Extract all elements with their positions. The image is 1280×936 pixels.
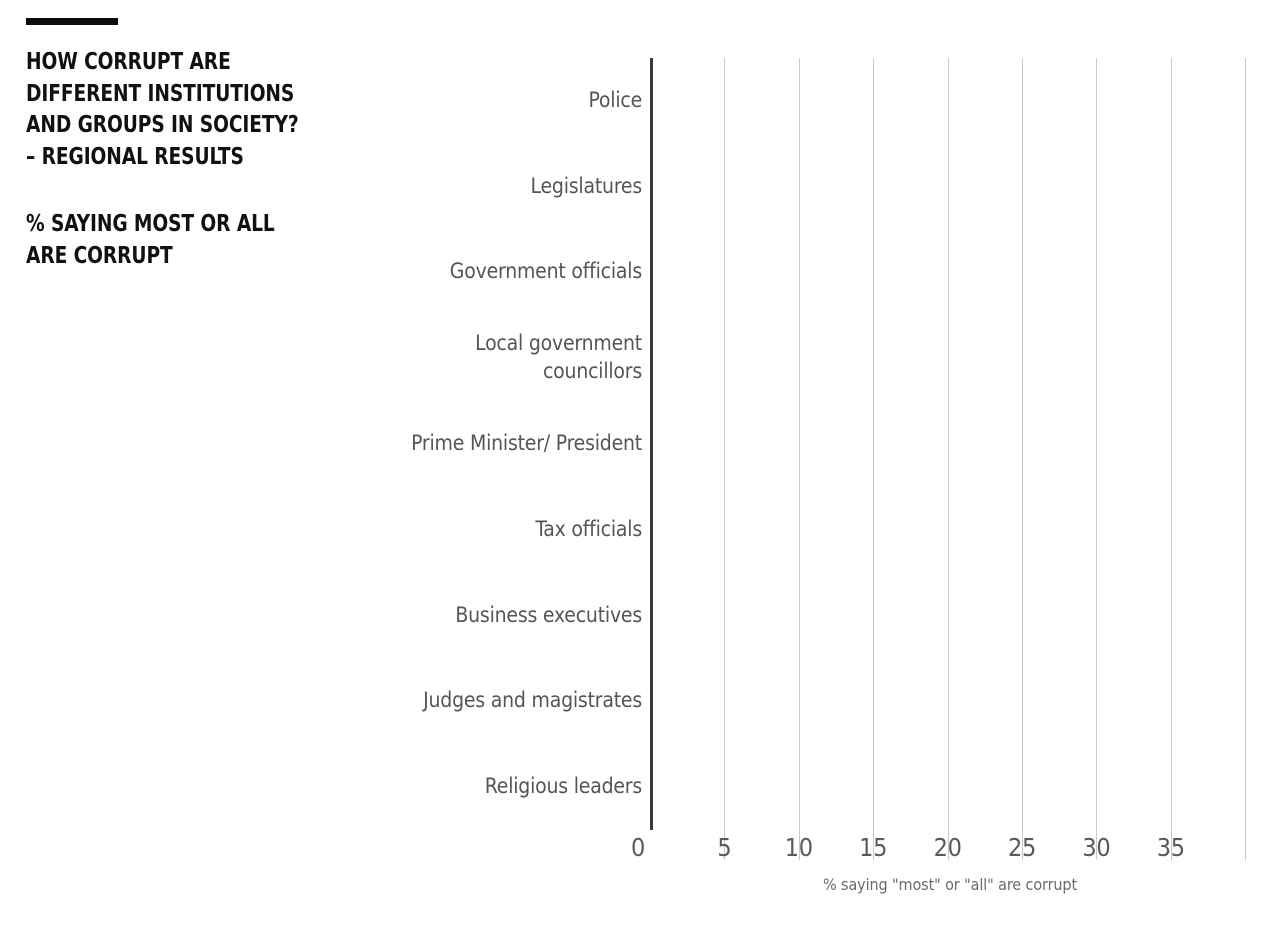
gridline-25 <box>1022 58 1023 830</box>
x-tick-mark <box>1245 830 1247 860</box>
category-label: Religious leaders <box>484 774 642 799</box>
x-tick-label: 25 <box>1007 833 1037 862</box>
y-axis-line <box>650 58 653 830</box>
x-tick-label: 20 <box>933 833 962 862</box>
x-tick-mark <box>724 830 726 860</box>
x-tick-label: 0 <box>630 833 646 862</box>
title-panel: HOW CORRUPT ARE DIFFERENT INSTITUTIONS A… <box>26 18 356 272</box>
gridline-20 <box>947 58 949 830</box>
x-tick-label: 5 <box>717 833 732 862</box>
gridline-35 <box>1170 58 1172 830</box>
gridline-30 <box>1096 58 1098 830</box>
title-rule <box>26 18 118 25</box>
x-tick-label: 15 <box>859 833 888 862</box>
x-tick-mark <box>798 830 800 860</box>
x-tick-mark <box>947 830 949 860</box>
category-label: Tax officials <box>535 516 642 541</box>
gridline-10 <box>798 58 800 830</box>
x-tick-mark <box>1096 830 1098 860</box>
x-tick-label: 35 <box>1156 833 1185 862</box>
category-label: Police <box>588 87 642 112</box>
gridline-5 <box>724 58 726 830</box>
category-label: Business executives <box>455 602 642 627</box>
category-label: Judges and magistrates <box>423 688 642 713</box>
category-label: Prime Minister/ President <box>411 431 642 455</box>
category-label: Legislatures <box>530 173 643 198</box>
category-label: Local government councillors <box>475 331 642 384</box>
plot-area: 39%37%35%35%31%29%29%25%18% <box>650 58 1250 830</box>
x-axis-tick-labels: 0 5 10 15 20 25 30 35 <box>0 833 1280 867</box>
x-axis-caption: % saying "most" or "all" are corrupt <box>823 875 1077 894</box>
x-tick-mark <box>873 830 875 860</box>
chart-title: HOW CORRUPT ARE DIFFERENT INSTITUTIONS A… <box>26 49 299 170</box>
x-tick-mark <box>1170 830 1172 860</box>
category-label: Government officials <box>449 259 642 284</box>
chart-subtitle: % SAYING MOST OR ALL ARE CORRUPT <box>26 211 275 269</box>
gridline-15 <box>873 58 875 830</box>
x-tick-label: 30 <box>1082 833 1111 862</box>
gridline-40 <box>1245 58 1247 830</box>
x-tick-mark <box>1022 830 1023 860</box>
x-tick-label: 10 <box>784 833 813 862</box>
